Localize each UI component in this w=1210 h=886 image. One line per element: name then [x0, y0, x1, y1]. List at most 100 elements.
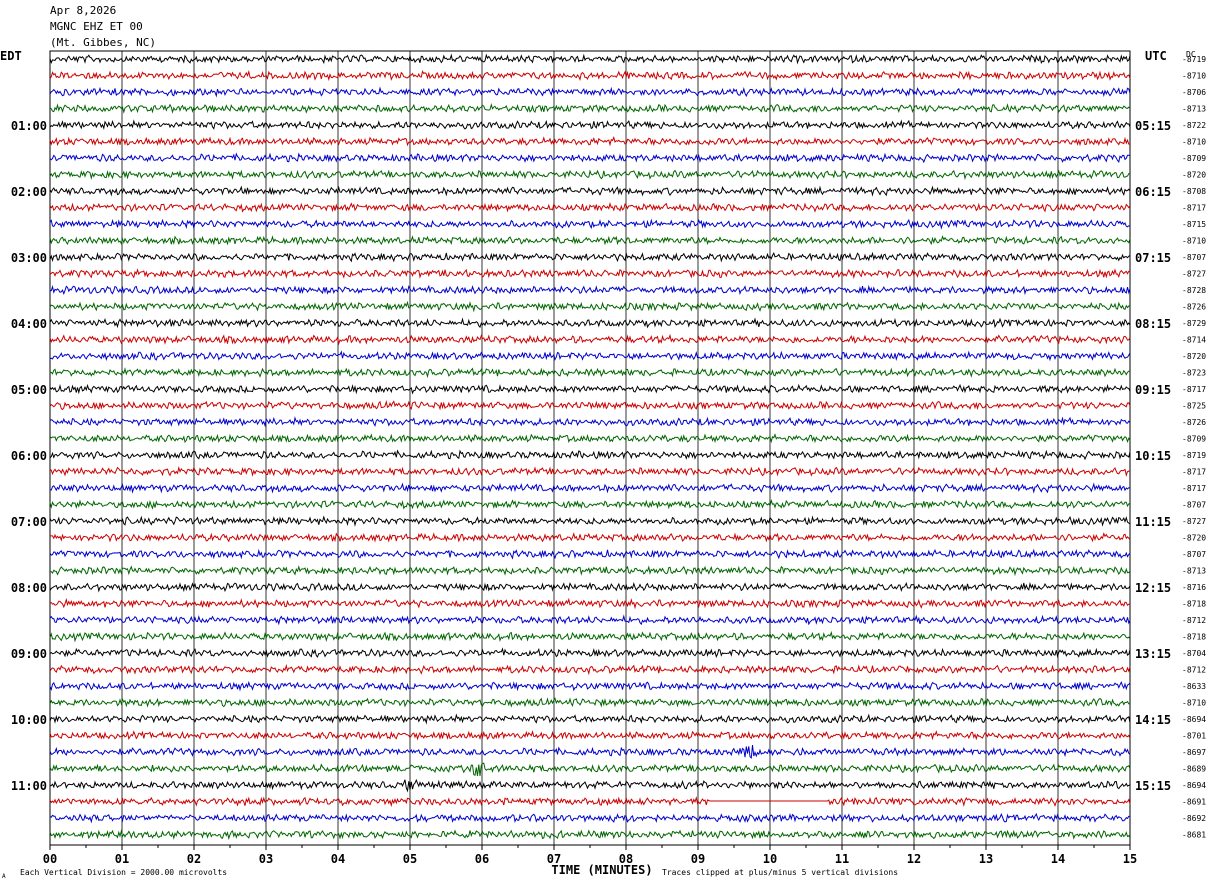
x-axis-title: TIME (MINUTES) — [551, 863, 652, 877]
x-tick-label: 13 — [979, 852, 993, 866]
dc-offset-label: -8694 — [1182, 781, 1206, 790]
trace-line — [49, 812, 1131, 824]
dc-offset-label: -8720 — [1182, 534, 1206, 543]
trace-line — [49, 268, 1131, 280]
dc-offset-label: -8719 — [1182, 451, 1206, 460]
x-tick-label: 07 — [547, 852, 561, 866]
dc-offset-label: -8708 — [1182, 187, 1206, 196]
date-label: Apr 8,2026 — [50, 4, 117, 17]
dc-offset-label: -8728 — [1182, 286, 1206, 295]
x-tick-label: 15 — [1123, 852, 1137, 866]
trace-line — [49, 482, 1130, 494]
trace-line — [49, 796, 1131, 808]
trace-line — [49, 300, 1131, 313]
station-label: MGNC EHZ ET 00 — [50, 20, 143, 33]
dc-offset-label: -8712 — [1182, 616, 1206, 625]
trace-line — [49, 53, 1131, 65]
dc-offset-label: -8718 — [1182, 600, 1206, 609]
dc-offset-label: -8717 — [1182, 204, 1206, 213]
x-tick-label: 03 — [259, 852, 273, 866]
trace-line — [49, 581, 1131, 593]
trace-line — [49, 713, 1131, 725]
dc-offset-label: -8725 — [1182, 402, 1206, 411]
right-hour-label: 12:15 — [1135, 581, 1171, 595]
trace-line — [49, 399, 1131, 411]
right-hour-label: 08:15 — [1135, 317, 1171, 331]
dc-offset-label: -8726 — [1182, 418, 1206, 427]
dc-offset-label: -8717 — [1182, 468, 1206, 477]
right-hour-label: 15:15 — [1135, 779, 1171, 793]
trace-line — [49, 630, 1131, 643]
trace-line — [49, 548, 1131, 560]
dc-offset-label: -8719 — [1182, 55, 1206, 64]
trace-line — [49, 532, 1131, 543]
trace-line — [49, 663, 1131, 676]
trace-line — [49, 745, 1131, 759]
right-hour-label: 05:15 — [1135, 119, 1171, 133]
x-tick-label: 12 — [907, 852, 921, 866]
dc-offset-label: -8723 — [1182, 369, 1206, 378]
dc-offset-label: -8712 — [1182, 666, 1206, 675]
trace-line — [49, 597, 1131, 610]
dc-offset-label: -8727 — [1182, 517, 1206, 526]
dc-offset-label: -8692 — [1182, 814, 1206, 823]
dc-offset-label: -8689 — [1182, 765, 1206, 774]
right-hour-label: 06:15 — [1135, 185, 1171, 199]
left-hour-label: 07:00 — [11, 515, 47, 529]
trace-line — [49, 333, 1131, 346]
trace-line — [49, 829, 1131, 841]
x-tick-label: 05 — [403, 852, 417, 866]
x-tick-label: 02 — [187, 852, 201, 866]
left-hour-label: 05:00 — [11, 383, 47, 397]
dc-offset-label: -8722 — [1182, 121, 1206, 130]
dc-offset-label: -8691 — [1182, 798, 1206, 807]
trace-line — [49, 383, 1131, 395]
dc-offset-label: -8716 — [1182, 583, 1206, 592]
trace-line — [49, 730, 1131, 741]
dc-offset-label: -8704 — [1182, 649, 1206, 658]
dc-offset-label: -8714 — [1182, 336, 1206, 345]
x-tick-label: 09 — [691, 852, 705, 866]
trace-line — [49, 778, 1131, 793]
dc-offset-label: -8718 — [1182, 633, 1206, 642]
dc-offset-label: -8707 — [1182, 550, 1206, 559]
right-hour-label: 09:15 — [1135, 383, 1171, 397]
x-tick-label: 14 — [1051, 852, 1065, 866]
left-hour-label: 01:00 — [11, 119, 47, 133]
dc-offset-label: -8710 — [1182, 72, 1206, 81]
right-hour-label: 11:15 — [1135, 515, 1171, 529]
trace-line — [49, 614, 1131, 626]
dc-offset-label: -8726 — [1182, 303, 1206, 312]
left-hour-label: 10:00 — [11, 713, 47, 727]
trace-line — [49, 647, 1131, 659]
trace-line — [49, 680, 1131, 692]
trace-line — [49, 466, 1131, 478]
left-timezone-label: EDT — [0, 49, 22, 63]
right-hour-label: 13:15 — [1135, 647, 1171, 661]
x-tick-label: 04 — [331, 852, 345, 866]
dc-header-label: DC — [1186, 50, 1196, 59]
trace-line — [49, 416, 1131, 428]
trace-line — [49, 433, 1131, 444]
scale-note: Each Vertical Division = 2000.00 microvo… — [20, 868, 227, 877]
x-tick-label: 10 — [763, 852, 777, 866]
trace-line — [49, 762, 1131, 777]
dc-offset-label: -8710 — [1182, 699, 1206, 708]
dc-offset-label: -8707 — [1182, 253, 1206, 262]
trace-line — [49, 119, 1131, 131]
left-hour-label: 02:00 — [11, 185, 47, 199]
dc-offset-label: -8713 — [1182, 567, 1206, 576]
corner-mark: A — [2, 873, 6, 880]
x-tick-label: 01 — [115, 852, 129, 866]
trace-line — [49, 69, 1131, 82]
trace-line — [49, 367, 1131, 379]
right-hour-label: 07:15 — [1135, 251, 1171, 265]
x-tick-label: 00 — [43, 852, 57, 866]
x-tick-label: 11 — [835, 852, 849, 866]
trace-line — [49, 317, 1131, 329]
trace-line — [49, 498, 1131, 510]
right-timezone-label: UTC — [1145, 49, 1167, 63]
trace-line — [49, 103, 1131, 114]
left-hour-label: 09:00 — [11, 647, 47, 661]
